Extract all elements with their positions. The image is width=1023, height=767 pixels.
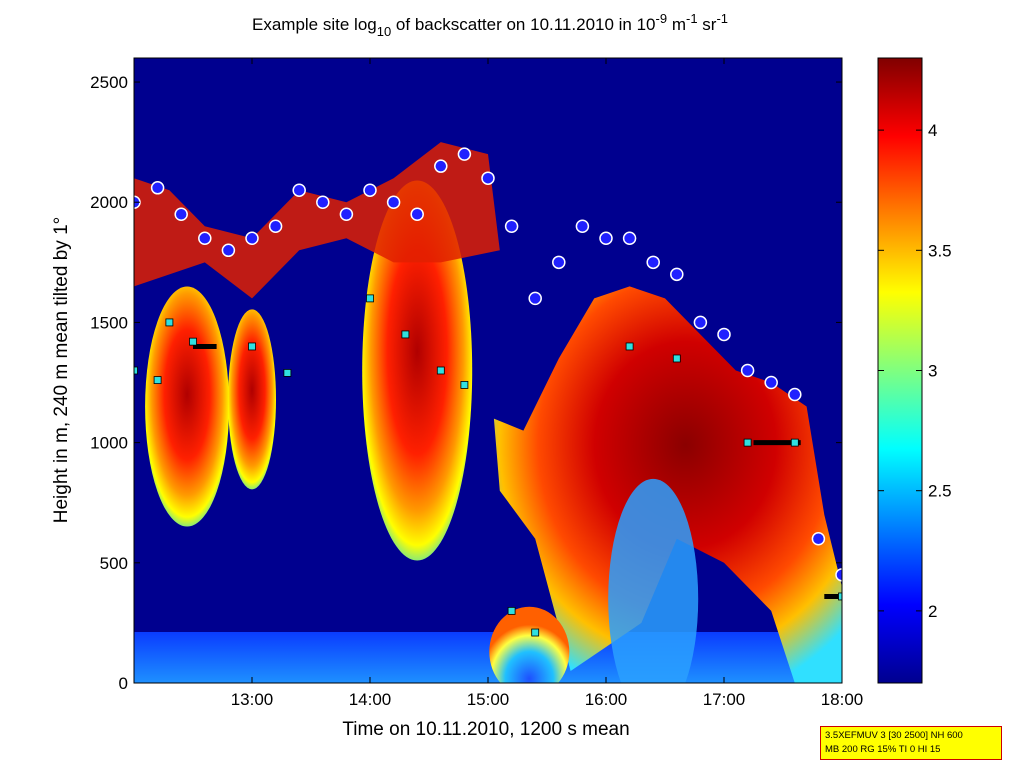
- cyan-square-marker: [507, 606, 516, 615]
- blue-circle-marker: [646, 255, 660, 270]
- blue-circle-marker: [457, 147, 472, 161]
- cyan-square-marker: [838, 592, 842, 601]
- blue-circle-marker: [198, 231, 212, 246]
- aerosol-plume-3: [362, 180, 473, 561]
- colorbar-tick-label: 4: [928, 121, 937, 140]
- blue-circle-marker: [221, 243, 236, 258]
- aerosol-plume-low: [489, 606, 570, 683]
- blue-circle-marker: [292, 183, 306, 197]
- blue-circle-marker: [693, 315, 708, 330]
- cyan-square-marker: [366, 294, 374, 303]
- blue-circle-marker: [410, 207, 424, 221]
- cyan-square-marker: [401, 330, 410, 339]
- cyan-square-marker: [189, 337, 197, 346]
- blue-circle-marker: [434, 159, 448, 173]
- y-tick-label: 0: [119, 674, 128, 693]
- x-axis: 13:00 14:00 15:00 16:00 17:00 18:00: [231, 58, 864, 709]
- y-tick-label: 1000: [90, 434, 128, 453]
- colorbar-tick-label: 3.5: [928, 241, 952, 260]
- blue-circle-marker: [268, 219, 283, 234]
- cyan-square-marker: [134, 366, 138, 375]
- blue-circle-marker: [528, 291, 542, 306]
- blue-circle-marker: [174, 207, 188, 221]
- blue-circle-marker: [552, 255, 566, 270]
- backscatter-field: [134, 142, 842, 683]
- blue-circle-marker: [764, 375, 778, 390]
- cyan-square-marker: [790, 438, 799, 447]
- settings-line-2: MB 200 RG 15% TI 0 HI 15: [825, 744, 941, 755]
- blue-circle-marker: [811, 532, 826, 546]
- surface-layer: [134, 632, 842, 683]
- blue-circle-marker: [599, 231, 613, 246]
- aerosol-pocket: [608, 478, 699, 683]
- upper-layer-band: [134, 142, 500, 299]
- settings-line-1: 3.5XEFMUV 3 [30 2500] NH 600: [825, 730, 963, 741]
- y-axis-label: Height in m, 240 m mean tilted by 1°: [51, 217, 72, 523]
- cyan-square-marker: [153, 376, 162, 385]
- cyan-square-marker: [625, 342, 634, 351]
- blue-circle-marker: [788, 387, 802, 402]
- cyan-square-marker: [531, 628, 540, 637]
- colorbar-tick-label: 3: [928, 362, 937, 381]
- blue-circle-marker: [363, 183, 377, 197]
- y-tick-label: 1500: [90, 313, 128, 332]
- aerosol-plume-2: [228, 309, 276, 490]
- x-axis-label: Time on 10.11.2010, 1200 s mean: [342, 719, 629, 740]
- x-tick-label: 14:00: [349, 690, 392, 709]
- colorbar-axis: 2 2.5 3 3.5 4: [878, 121, 952, 621]
- blue-circle-marker: [835, 568, 842, 582]
- settings-annotation: 3.5XEFMUV 3 [30 2500] NH 600 MB 200 RG 1…: [820, 726, 1002, 760]
- cyan-square-marker: [165, 318, 174, 327]
- plot-area: [134, 58, 842, 683]
- colorbar-tick-label: 2.5: [928, 482, 952, 501]
- cyan-square-marker: [743, 438, 752, 447]
- blue-circle-marker: [316, 195, 330, 209]
- blue-circle-marker: [575, 219, 590, 234]
- cyan-square-marker: [248, 342, 256, 351]
- blue-circle-marker: [481, 171, 495, 185]
- x-tick-label: 18:00: [821, 690, 864, 709]
- cyan-square-marker: [436, 366, 445, 375]
- blue-circle-marker: [339, 207, 354, 221]
- cyan-square-marker: [460, 381, 469, 389]
- blue-circle-marker: [670, 267, 684, 282]
- y-tick-label: 2000: [90, 193, 128, 212]
- y-tick-label: 2500: [90, 73, 128, 92]
- blue-circle-marker: [622, 231, 637, 246]
- blue-circle-marker: [245, 231, 259, 246]
- blue-circle-marker: [150, 181, 165, 195]
- y-tick-label: 500: [100, 554, 128, 573]
- aerosol-plume-1: [145, 286, 230, 527]
- chart-title: Example site log10 of backscatter on 10.…: [252, 11, 728, 39]
- colorbar: [877, 57, 923, 684]
- colorbar-tick-label: 2: [928, 602, 937, 621]
- blue-circle-marker: [386, 195, 401, 209]
- layer-markers: [134, 147, 842, 637]
- cyan-square-marker: [283, 369, 292, 377]
- y-axis: 0 500 1000 1500 2000 2500: [90, 73, 842, 693]
- x-tick-label: 16:00: [585, 690, 628, 709]
- blue-circle-marker: [740, 363, 755, 378]
- aerosol-plume-main: [493, 286, 842, 683]
- x-tick-label: 17:00: [703, 690, 746, 709]
- blue-circle-marker: [504, 219, 519, 234]
- x-tick-label: 13:00: [231, 690, 274, 709]
- x-tick-label: 15:00: [467, 690, 510, 709]
- cyan-square-marker: [672, 354, 681, 363]
- blue-circle-marker: [717, 327, 731, 342]
